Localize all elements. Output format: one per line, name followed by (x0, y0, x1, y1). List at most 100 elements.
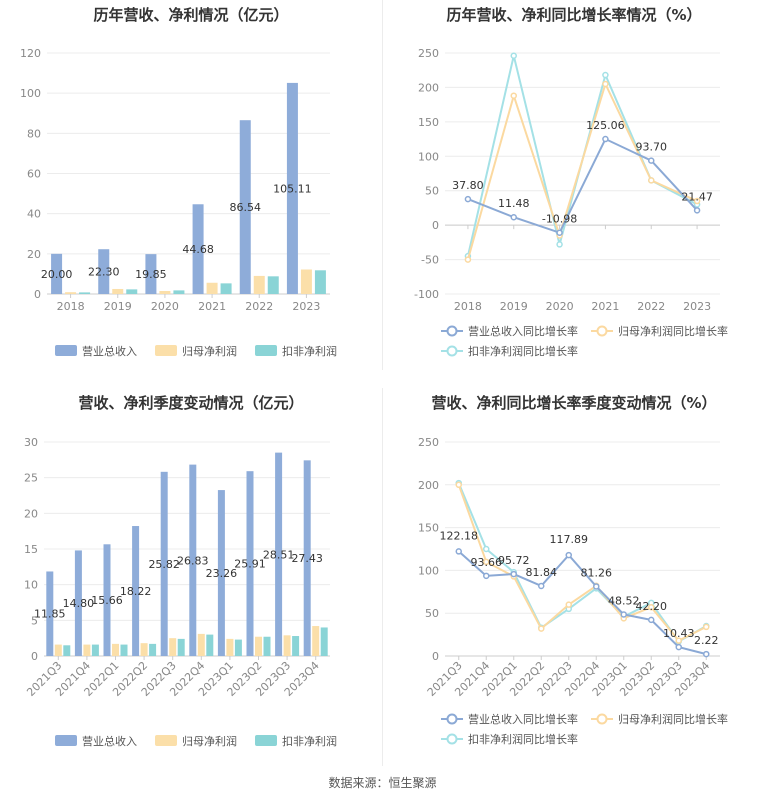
legend-marker (446, 733, 458, 745)
legend-label: 营业总收入 (82, 734, 137, 748)
bar (126, 289, 138, 294)
data-point (693, 197, 701, 205)
bar (263, 636, 271, 656)
bar (206, 282, 218, 294)
bar (145, 254, 157, 294)
bar (206, 634, 214, 656)
legend-label: 归母净利润 (182, 344, 237, 358)
quarterly-amount-plot: 0510152025302021Q32021Q42022Q12022Q22022… (24, 436, 337, 748)
data-label: 23.26 (206, 567, 238, 580)
bar (312, 626, 320, 656)
data-label: 81.84 (526, 566, 558, 579)
data-label: 26.83 (177, 554, 209, 567)
bar (112, 643, 119, 656)
bar (74, 550, 82, 656)
bar (220, 283, 232, 294)
data-point (648, 603, 655, 611)
data-label: 10.43 (663, 627, 695, 640)
y-tick-label: 250 (418, 436, 439, 449)
x-tick-label: 2020 (546, 300, 574, 313)
series-line (467, 137, 698, 234)
data-label: 28.51 (263, 548, 295, 561)
legend-marker (446, 325, 458, 337)
data-label: 117.89 (550, 533, 589, 546)
legend-label: 营业总收入同比增长率 (468, 324, 578, 338)
y-tick-label: 250 (418, 47, 439, 60)
bar (51, 253, 63, 294)
data-label: 122.18 (440, 529, 479, 542)
y-tick-label: 50 (425, 607, 439, 620)
legend-marker (446, 713, 458, 725)
data-label: 48.52 (608, 594, 640, 607)
x-tick-label: 2019 (500, 300, 528, 313)
panel-divider-top (382, 0, 383, 370)
y-tick-label: 10 (24, 579, 38, 592)
legend-label: 扣非净利润 (282, 734, 337, 748)
bar (255, 636, 262, 656)
y-tick-label: 5 (31, 614, 38, 627)
legend-marker (596, 325, 608, 337)
data-label: 37.80 (452, 179, 484, 192)
bar (197, 633, 205, 656)
bar (314, 270, 326, 294)
data-label: 25.82 (148, 558, 180, 571)
x-tick-label: 2020 (151, 300, 179, 313)
series-line (457, 482, 707, 643)
y-tick-label: 20 (27, 248, 41, 261)
quarterly-amount-chart: 营收、净利季度变动情况（亿元） 0 5 10 15 20 25 30 2021Q3 2021Q4… (0, 388, 382, 768)
chart-title: 营收、净利同比增长率季度变动情况（%） (431, 394, 717, 412)
data-point (510, 213, 517, 221)
panel-divider-bottom (382, 388, 383, 766)
bar (192, 204, 204, 294)
bar (234, 639, 242, 656)
y-tick-label: 50 (425, 185, 439, 198)
bar (226, 638, 234, 656)
data-label: 44.68 (182, 243, 214, 256)
chart-title: 历年营收、净利情况（亿元） (93, 6, 289, 24)
data-label: 11.48 (498, 197, 530, 210)
legend-label: 营业总收入 (82, 344, 137, 358)
annual-growth-chart: 历年营收、净利同比增长率情况（%） -100 -50 0 50 100 150 200 250… (383, 0, 765, 380)
y-tick-label: 80 (27, 127, 41, 140)
data-point (565, 601, 572, 608)
chart-title: 营收、净利季度变动情况（亿元） (78, 394, 304, 412)
data-label: 42.20 (636, 600, 668, 613)
data-label: 125.06 (586, 119, 625, 132)
x-tick-label: 2023 (683, 300, 711, 313)
data-point (648, 157, 655, 164)
data-label: 15.66 (91, 594, 123, 607)
data-label: 27.43 (291, 552, 323, 565)
bar (103, 544, 111, 656)
data-point (703, 650, 710, 658)
y-tick-label: 0 (34, 288, 41, 301)
legend-marker (446, 345, 458, 357)
bar (320, 627, 328, 656)
data-point (483, 545, 490, 553)
y-tick-label: 100 (418, 564, 439, 577)
annual-amount-plot: 0 20 40 60 80 100 120 2018 2019 2020 2021 2022 2023 2… (20, 47, 337, 358)
bar (303, 460, 311, 656)
data-point (538, 582, 545, 590)
legend-swatch (55, 735, 77, 746)
y-tick-label: 120 (20, 47, 41, 60)
bar (246, 471, 254, 656)
annual-growth-plot: -100 -50 0 50 100 150 200 250 2018 2019 2020 2021 20… (414, 47, 728, 358)
bar (283, 635, 291, 656)
data-point (510, 570, 517, 578)
bar (120, 644, 128, 656)
bar (253, 275, 265, 294)
data-label: 20.00 (41, 268, 73, 281)
y-tick-label: 200 (418, 479, 439, 492)
data-point (648, 616, 655, 624)
x-tick-label: 2019 (104, 300, 132, 313)
bar (91, 644, 99, 656)
x-tick-label: 2021 (198, 300, 226, 313)
legend-label: 归母净利润同比增长率 (618, 324, 728, 338)
data-point (620, 611, 627, 618)
x-tick-label: 2022 (637, 300, 665, 313)
data-label: 11.85 (34, 608, 66, 621)
y-tick-label: -50 (421, 254, 439, 267)
bar (169, 638, 177, 656)
legend-swatch (155, 345, 177, 356)
x-tick-label: 2018 (57, 300, 85, 313)
